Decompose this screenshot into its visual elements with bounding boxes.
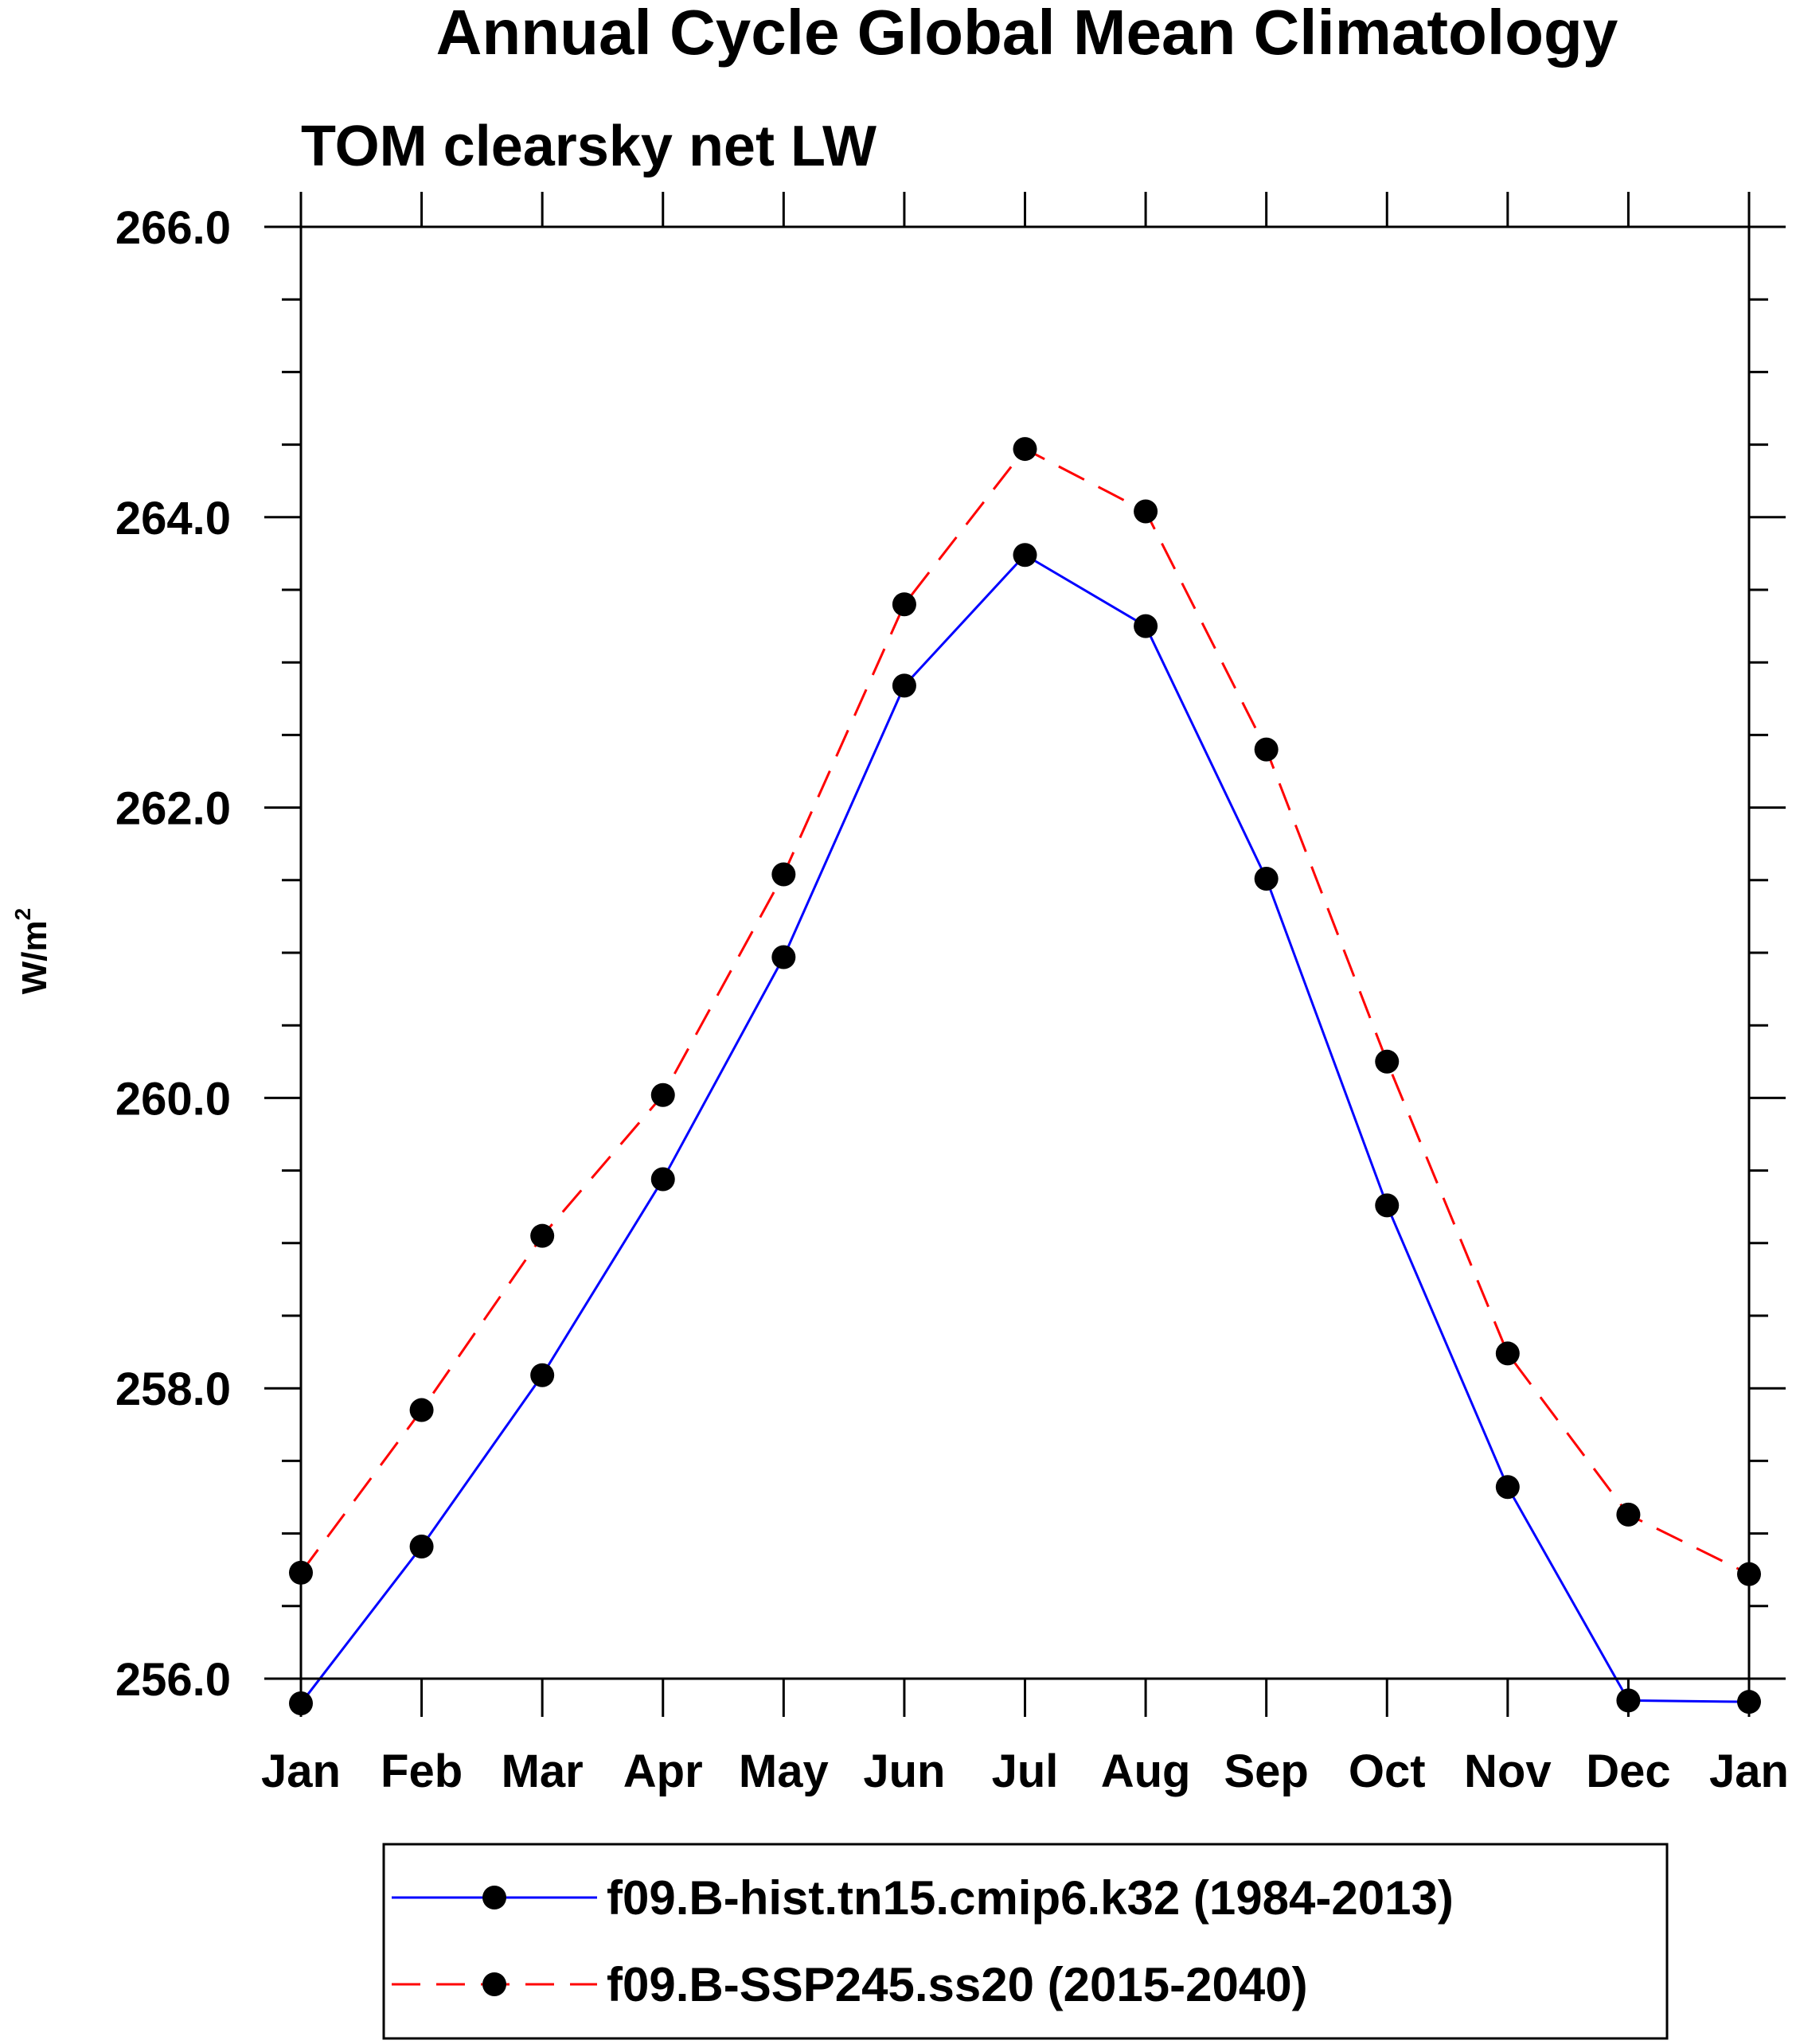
data-point: [650, 1082, 675, 1107]
legend-marker: [482, 1886, 506, 1909]
data-point: [1013, 543, 1037, 568]
series-line: [299, 553, 1750, 1704]
y-axis-label-superscript: 2: [10, 908, 35, 921]
x-tick-label: Dec: [1586, 1746, 1670, 1797]
x-tick-labels: Jan Feb Mar Apr May Jun Jul Aug Sep Oct Nov Dec Jan: [261, 1746, 1789, 1797]
data-point: [1375, 1049, 1400, 1074]
data-point: [1254, 737, 1279, 762]
y-axis-label-text: W/m: [15, 920, 54, 994]
x-tick-label: Apr: [623, 1746, 703, 1797]
legend-entries: f09.B-hist.tn15.cmip6.k32 (1984-2013) f09…: [392, 1871, 1454, 2011]
series-layer: [289, 437, 1761, 1716]
legend-entry-1: f09.B-hist.tn15.cmip6.k32 (1984-2013): [392, 1871, 1454, 1925]
data-point: [289, 1691, 313, 1716]
y-tick-label: 264.0: [115, 493, 231, 544]
legend-label: f09.B-hist.tn15.cmip6.k32 (1984-2013): [607, 1871, 1454, 1925]
series-2: [289, 437, 1761, 1586]
legend-marker: [482, 1972, 506, 1996]
data-point: [409, 1398, 434, 1422]
x-tick-label: Oct: [1349, 1746, 1426, 1797]
data-point: [409, 1535, 434, 1559]
data-point: [530, 1223, 555, 1248]
chart-subtitle: TOM clearsky net LW: [301, 115, 877, 178]
y-tick-labels: 256.0 258.0 260.0 262.0 264.0 266.0: [115, 202, 231, 1706]
data-point: [530, 1363, 555, 1387]
x-tick-label: May: [739, 1746, 829, 1797]
data-point: [1616, 1502, 1641, 1527]
data-point: [650, 1167, 675, 1192]
data-point: [1375, 1193, 1400, 1218]
data-point: [892, 592, 916, 617]
x-tick-label: Jul: [992, 1746, 1059, 1797]
y-axis-label: W/m2: [10, 908, 54, 994]
x-tick-label: Aug: [1101, 1746, 1191, 1797]
y-tick-label: 266.0: [115, 202, 231, 254]
axis-ticks: [264, 192, 1786, 1717]
data-point: [1616, 1688, 1641, 1713]
y-tick-label: 258.0: [115, 1363, 231, 1415]
data-point: [1013, 437, 1037, 462]
x-tick-label: Jun: [863, 1746, 945, 1797]
data-point: [892, 673, 916, 698]
chart-title: Annual Cycle Global Mean Climatology: [436, 0, 1618, 68]
legend-label: f09.B-SSP245.ss20 (2015-2040): [607, 1958, 1308, 2011]
data-point: [1254, 866, 1279, 891]
x-tick-label: Sep: [1224, 1746, 1308, 1797]
data-point: [771, 945, 796, 969]
x-tick-label: Jan: [261, 1746, 341, 1797]
series-line: [299, 447, 1750, 1576]
data-point: [1134, 614, 1158, 638]
x-tick-label: Jan: [1709, 1746, 1789, 1797]
legend-box: [382, 1843, 1669, 2040]
x-tick-label: Mar: [502, 1746, 584, 1797]
plot-frame: [299, 225, 1751, 1680]
y-tick-label: 262.0: [115, 783, 231, 835]
data-point: [1495, 1475, 1520, 1500]
legend-entry-2: f09.B-SSP245.ss20 (2015-2040): [392, 1958, 1308, 2011]
series-1: [289, 543, 1761, 1716]
data-point: [771, 862, 796, 887]
data-point: [1134, 499, 1158, 524]
legend: f09.B-hist.tn15.cmip6.k32 (1984-2013) f09…: [382, 1843, 1669, 2040]
y-tick-label: 260.0: [115, 1073, 231, 1125]
x-tick-label: Nov: [1464, 1746, 1552, 1797]
data-point: [1495, 1341, 1520, 1366]
y-tick-label: 256.0: [115, 1654, 231, 1706]
data-point: [1737, 1690, 1761, 1714]
x-tick-label: Feb: [381, 1746, 463, 1797]
